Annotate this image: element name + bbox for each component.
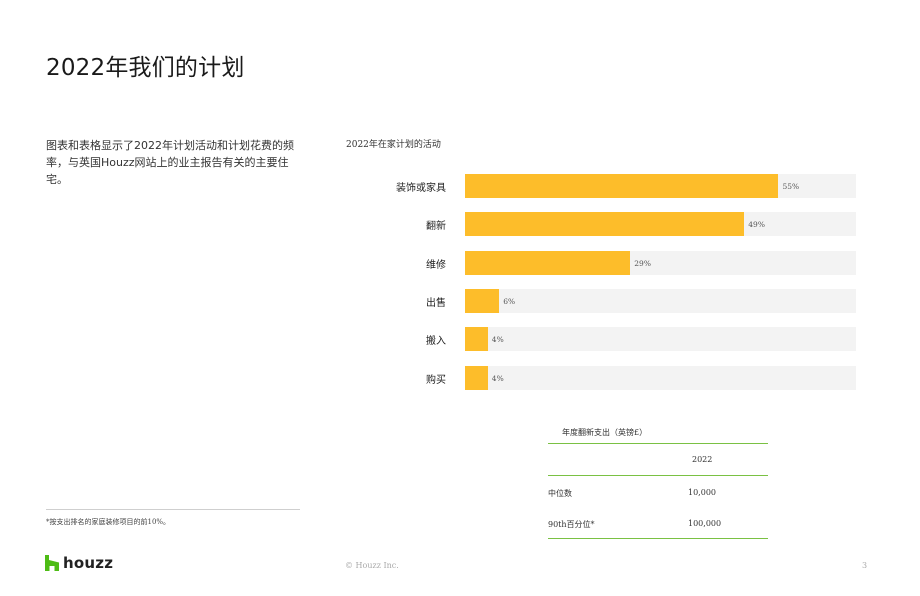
bar — [465, 212, 745, 237]
bar-category-label: 装饰或家具 — [396, 183, 446, 194]
table-row-value: 10,000 — [688, 488, 716, 497]
copyright: © Houzz Inc. — [345, 561, 399, 570]
bar-value-label: 4% — [491, 373, 504, 383]
bar-value-label: 55% — [782, 182, 800, 191]
table-row-label: 中位数 — [548, 489, 572, 498]
bar-track — [465, 212, 856, 237]
bar-track — [465, 174, 856, 198]
table-row-label: 90th百分位* — [548, 520, 595, 529]
bar-value-label: 29% — [634, 258, 651, 268]
bar-track — [465, 250, 856, 275]
bar-track — [465, 327, 856, 352]
bar-track — [465, 288, 856, 313]
bar — [465, 365, 488, 390]
bar-track — [465, 365, 856, 390]
table-row: 90th百分位* 100,000 — [548, 507, 768, 539]
bar-value-label: 6% — [503, 296, 516, 306]
footnote: *按支出排名的家庭装修项目的前10%。 — [46, 518, 171, 526]
bar — [465, 327, 488, 352]
bar — [465, 288, 500, 313]
bar — [465, 250, 631, 275]
table-column-header: 2022 — [692, 455, 713, 464]
bar-value-label: 4% — [491, 335, 504, 345]
spending-table: 年度翻新支出（英镑£） 2022 中位数 10,000 90th百分位* 100… — [548, 424, 768, 539]
intro-text: 图表和表格显示了2022年计划活动和计划花费的频率，与英国Houzz网站上的业主… — [46, 139, 294, 186]
table-header-row: 2022 — [548, 444, 768, 476]
chart-title: 2022年在家计划的活动 — [346, 140, 441, 150]
page-title: 2022年我们的计划 — [46, 55, 245, 81]
bar-category-label: 维修 — [426, 259, 446, 271]
bar-category-label: 搬入 — [426, 336, 446, 348]
bar-category-label: 翻新 — [426, 221, 446, 233]
houzz-logo: houzz — [45, 553, 113, 573]
logo-text: houzz — [63, 554, 114, 572]
bar-value-label: 49% — [748, 220, 765, 230]
houzz-h-logo-icon — [45, 555, 59, 571]
bar — [465, 174, 779, 198]
footnote-divider — [46, 509, 300, 510]
table-title: 年度翻新支出（英镑£） — [548, 424, 768, 444]
page-number: 3 — [862, 561, 868, 570]
bar-category-label: 购买 — [426, 374, 446, 386]
table-row: 中位数 10,000 — [548, 476, 768, 507]
bar-category-label: 出售 — [426, 297, 446, 309]
table-row-value: 100,000 — [688, 519, 722, 528]
